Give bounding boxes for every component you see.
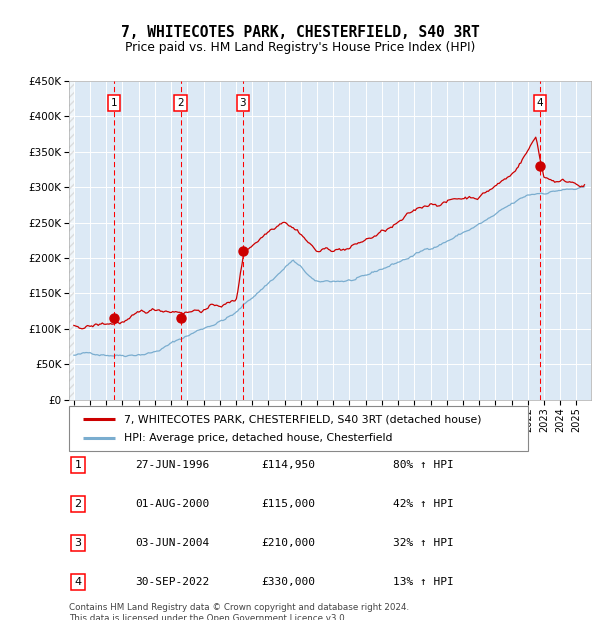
Text: 27-JUN-1996: 27-JUN-1996 bbox=[135, 460, 209, 470]
Text: HPI: Average price, detached house, Chesterfield: HPI: Average price, detached house, Ches… bbox=[124, 433, 392, 443]
Text: 42% ↑ HPI: 42% ↑ HPI bbox=[393, 499, 454, 509]
Text: 7, WHITECOTES PARK, CHESTERFIELD, S40 3RT (detached house): 7, WHITECOTES PARK, CHESTERFIELD, S40 3R… bbox=[124, 415, 482, 425]
Text: £330,000: £330,000 bbox=[261, 577, 315, 587]
Text: 1: 1 bbox=[111, 99, 118, 108]
Text: 01-AUG-2000: 01-AUG-2000 bbox=[135, 499, 209, 509]
Text: 2: 2 bbox=[74, 499, 82, 509]
Text: £210,000: £210,000 bbox=[261, 538, 315, 548]
Text: 4: 4 bbox=[74, 577, 82, 587]
Text: 4: 4 bbox=[536, 99, 543, 108]
Text: 3: 3 bbox=[74, 538, 82, 548]
Text: 80% ↑ HPI: 80% ↑ HPI bbox=[393, 460, 454, 470]
Text: 13% ↑ HPI: 13% ↑ HPI bbox=[393, 577, 454, 587]
Text: 2: 2 bbox=[177, 99, 184, 108]
Text: £114,950: £114,950 bbox=[261, 460, 315, 470]
Text: £115,000: £115,000 bbox=[261, 499, 315, 509]
Text: 3: 3 bbox=[239, 99, 246, 108]
Text: 32% ↑ HPI: 32% ↑ HPI bbox=[393, 538, 454, 548]
Text: 03-JUN-2004: 03-JUN-2004 bbox=[135, 538, 209, 548]
Text: 1: 1 bbox=[74, 460, 82, 470]
Text: 7, WHITECOTES PARK, CHESTERFIELD, S40 3RT: 7, WHITECOTES PARK, CHESTERFIELD, S40 3R… bbox=[121, 25, 479, 40]
Text: Contains HM Land Registry data © Crown copyright and database right 2024.
This d: Contains HM Land Registry data © Crown c… bbox=[69, 603, 409, 620]
Bar bbox=[69, 81, 74, 400]
Text: Price paid vs. HM Land Registry's House Price Index (HPI): Price paid vs. HM Land Registry's House … bbox=[125, 41, 475, 54]
Text: 30-SEP-2022: 30-SEP-2022 bbox=[135, 577, 209, 587]
FancyBboxPatch shape bbox=[69, 406, 528, 451]
